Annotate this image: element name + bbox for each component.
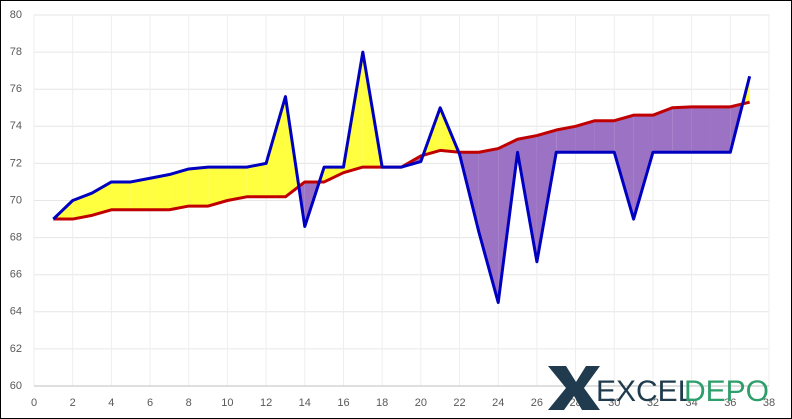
fill-area	[266, 96, 286, 197]
y-tick-label: 70	[10, 194, 22, 206]
x-tick-label: 14	[299, 397, 311, 409]
logo-x	[548, 366, 600, 410]
fill-area	[614, 115, 634, 220]
y-tick-label: 66	[10, 269, 22, 281]
x-tick-label: 34	[686, 397, 698, 409]
x-tick-label: 26	[531, 397, 543, 409]
y-tick-label: 80	[10, 9, 22, 21]
x-tick-label: 10	[221, 397, 233, 409]
fill-area	[169, 168, 189, 210]
x-tick-label: 30	[608, 397, 620, 409]
x-tick-label: 16	[337, 397, 349, 409]
x-tick-label: 2	[70, 397, 76, 409]
x-tick-label: 0	[31, 397, 37, 409]
fill-area	[208, 167, 228, 207]
x-tick-label: 32	[647, 397, 659, 409]
fill-area	[478, 148, 499, 303]
line-series	[52, 50, 752, 305]
x-tick-label: 8	[186, 397, 192, 409]
y-tick-label: 76	[10, 83, 22, 95]
x-tick-label: 38	[763, 397, 775, 409]
x-tick-label: 20	[415, 397, 427, 409]
x-tick-label: 6	[147, 397, 153, 409]
fill-area	[150, 174, 170, 210]
watermark-text: DEPO	[684, 375, 769, 408]
fill-area	[633, 115, 653, 220]
y-tick-label: 60	[10, 380, 22, 392]
x-tick-label: 12	[260, 397, 272, 409]
fill-area	[188, 167, 209, 207]
x-tick-label: 36	[724, 397, 736, 409]
y-tick-label: 74	[10, 120, 22, 132]
fill-area	[111, 181, 131, 210]
fill-area	[672, 106, 692, 153]
y-tick-label: 64	[10, 306, 22, 318]
fill-area	[575, 120, 595, 153]
fill-area	[710, 106, 731, 153]
fill-area	[556, 126, 576, 153]
fill-area	[227, 167, 247, 201]
fill-area	[652, 107, 673, 153]
fill-area	[691, 106, 711, 153]
watermark-logo: EXCEL DEPO	[548, 366, 769, 410]
fill-area	[130, 178, 151, 210]
y-tick-label: 62	[10, 343, 22, 355]
x-tick-label: 22	[453, 397, 465, 409]
fill-area	[246, 163, 267, 197]
x-tick-label: 4	[108, 397, 114, 409]
fill-area	[92, 181, 112, 216]
x-tick-label: 24	[492, 397, 504, 409]
watermark-text: EXCEL	[596, 375, 694, 408]
y-tick-label: 78	[10, 46, 22, 58]
fill-area	[594, 120, 615, 153]
y-tick-label: 68	[10, 232, 22, 244]
x-tick-label: 18	[376, 397, 388, 409]
y-tick-label: 72	[10, 157, 22, 169]
